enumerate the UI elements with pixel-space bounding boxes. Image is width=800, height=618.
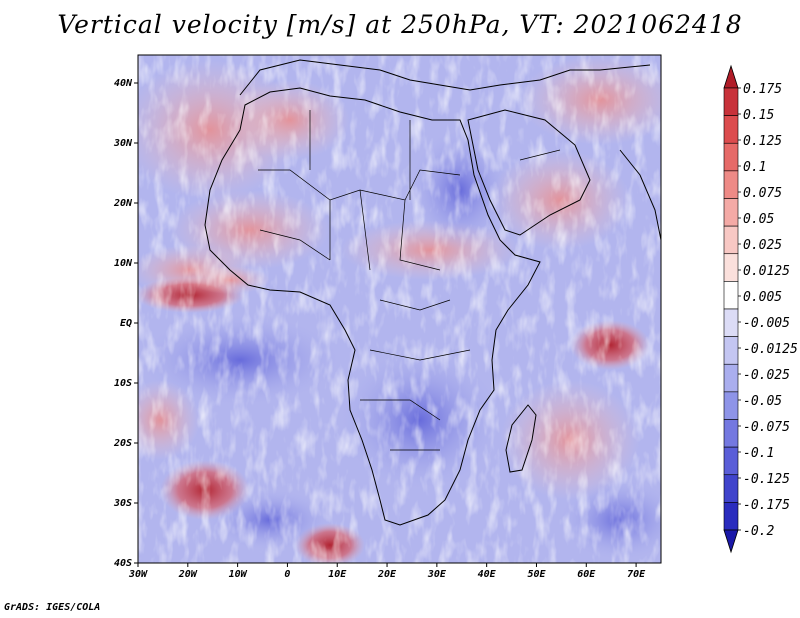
madagascar-coastline <box>505 404 537 473</box>
colorbar-swatch <box>723 363 739 393</box>
colorbar-label: 0.025 <box>743 238 782 253</box>
colorbar-swatch <box>723 308 739 337</box>
lat-label: 30N <box>113 138 133 149</box>
colorbar-top-arrow <box>723 64 739 89</box>
europe-coastline <box>239 59 651 96</box>
lon-label: 60E <box>577 569 596 580</box>
india-coastline <box>619 149 661 241</box>
colorbar-swatch <box>723 170 739 199</box>
lon-label: 40E <box>478 569 497 580</box>
lon-label: 50E <box>527 569 546 580</box>
coastlines <box>204 59 661 526</box>
colorbar-label: 0.175 <box>743 82 782 97</box>
colorbar-swatch <box>723 336 739 365</box>
colorbar-label: -0.05 <box>743 394 782 409</box>
colorbar-label: 0.0125 <box>743 264 790 279</box>
colorbar-swatch <box>723 142 739 172</box>
lon-label: 20W <box>178 569 198 580</box>
colorbar-label: -0.175 <box>743 498 790 513</box>
lat-label: 10S <box>114 378 132 389</box>
colorbar-label: 0.05 <box>743 212 774 227</box>
colorbar-swatch <box>723 115 739 144</box>
lon-label: 10W <box>229 569 248 580</box>
colorbar-swatch <box>723 87 739 116</box>
colorbar-swatch <box>723 225 739 255</box>
colorbar-label: -0.0125 <box>743 342 798 357</box>
lat-label: 20S <box>113 438 132 449</box>
lon-label: 70E <box>627 569 646 580</box>
credit-label: GrADS: IGES/COLA <box>4 602 101 613</box>
map-frame <box>137 54 662 564</box>
lat-label: 40S <box>114 558 132 569</box>
colorbar-swatch <box>723 198 739 227</box>
colorbar-swatch <box>723 253 739 282</box>
longitude-axis: 30W 20W 10W 0 10E 20E 30E 40E 50E 60E 70E <box>128 563 646 580</box>
colorbar-label: 0.125 <box>743 134 782 149</box>
arabia-coastline <box>467 109 591 236</box>
colorbar-label: -0.025 <box>743 368 790 383</box>
lon-label: 30W <box>128 569 148 580</box>
velocity-field <box>138 55 661 563</box>
latitude-axis: 40N 30N 20N 10N EQ 10S 20S 30S 40S <box>113 78 138 569</box>
colorbar-label: 0.1 <box>743 160 766 175</box>
colorbar-label: -0.005 <box>743 316 790 331</box>
africa-coastline <box>204 87 541 526</box>
colorbar-swatch <box>723 419 739 448</box>
lat-label: 10N <box>114 258 133 269</box>
colorbar-swatch <box>723 281 739 310</box>
colorbar-swatch <box>723 474 739 503</box>
lon-label: 30E <box>427 569 447 580</box>
colorbar-swatch <box>723 502 739 531</box>
colorbar: 0.175 0.15 0.125 0.1 0.075 0.05 0.025 0.0125 0.0… <box>723 64 798 554</box>
lat-label: EQ <box>120 318 132 329</box>
lon-label: 10E <box>328 569 347 580</box>
colorbar-label: 0.15 <box>743 108 774 123</box>
lat-label: 20N <box>113 198 133 209</box>
lat-label: 30S <box>113 498 132 509</box>
colorbar-swatch <box>723 391 739 420</box>
lat-label: 40N <box>114 78 133 89</box>
colorbar-label: 0.005 <box>743 290 782 305</box>
colorbar-swatch <box>723 446 739 476</box>
colorbar-label: -0.125 <box>743 472 790 487</box>
chart-title: Vertical velocity [m/s] at 250hPa, VT: 2… <box>57 10 743 39</box>
colorbar-label: 0.075 <box>743 186 782 201</box>
country-borders <box>258 110 561 451</box>
colorbar-label: -0.1 <box>743 446 774 461</box>
colorbar-bottom-arrow <box>723 529 739 554</box>
colorbar-label: -0.075 <box>743 420 790 435</box>
colorbar-label: -0.2 <box>743 524 774 539</box>
lon-label: 0 <box>284 569 290 580</box>
lon-label: 20E <box>377 569 397 580</box>
